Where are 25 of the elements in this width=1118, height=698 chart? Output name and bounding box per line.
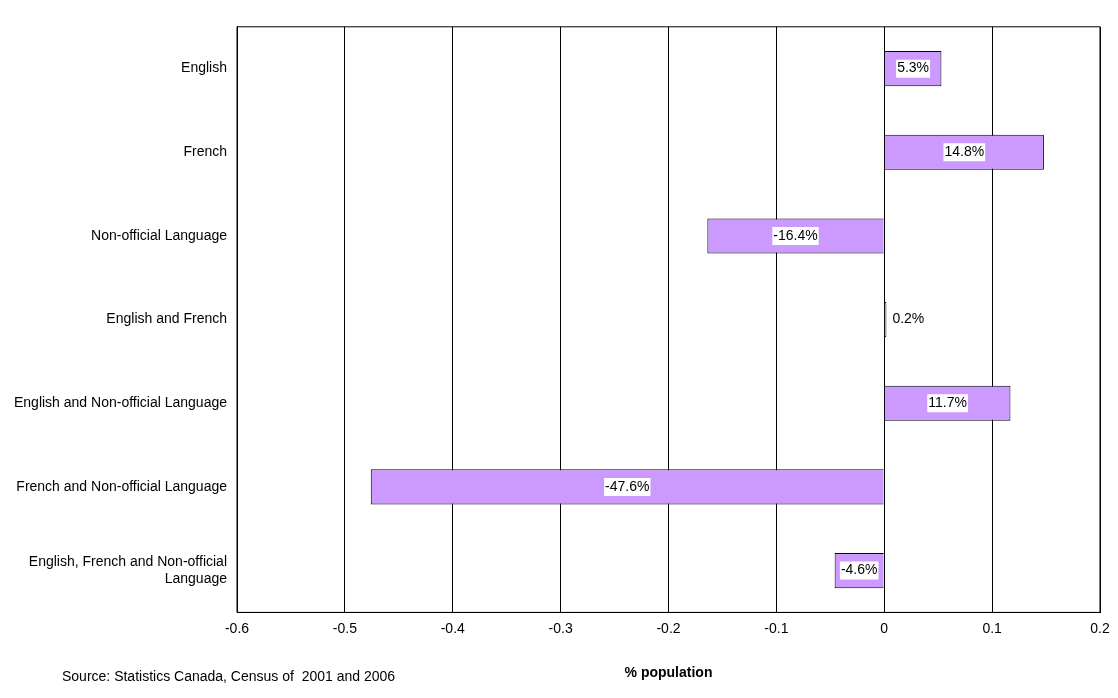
y-tick-label: French and Non-official Language [16,477,228,494]
y-tick-label: English [181,59,228,76]
x-tick-label: 0.2 [1090,619,1110,636]
data-label: 11.7% [928,394,967,411]
y-tick-label: English and French [106,310,228,327]
data-label: 14.8% [944,143,985,160]
x-axis-title: % population [624,664,713,681]
source-note: Source: Statistics Canada, Census of 2001 and 2006 [62,667,396,684]
data-label: 0.2% [892,310,925,327]
x-tick-label: -0.3 [548,619,573,636]
x-tick-label: -0.5 [332,619,358,636]
x-tick-label: 0 [880,619,889,636]
y-tick-label: Non-official Language [91,226,228,243]
x-tick-label: -0.1 [764,619,789,636]
data-label: -4.6% [840,561,878,578]
y-tick-label: English, French and Non-official Language [28,553,228,586]
x-tick-label: 0.1 [982,619,1003,636]
data-label: -16.4% [773,226,818,243]
x-tick-label: -0.2 [656,619,681,636]
x-tick-label: -0.4 [440,619,466,636]
x-tick-label: -0.6 [224,619,250,636]
data-label: -47.6% [605,477,650,494]
y-tick-label: French [183,143,228,160]
data-label: 5.3% [897,59,930,76]
y-tick-label: English and Non-official Language [13,394,228,411]
